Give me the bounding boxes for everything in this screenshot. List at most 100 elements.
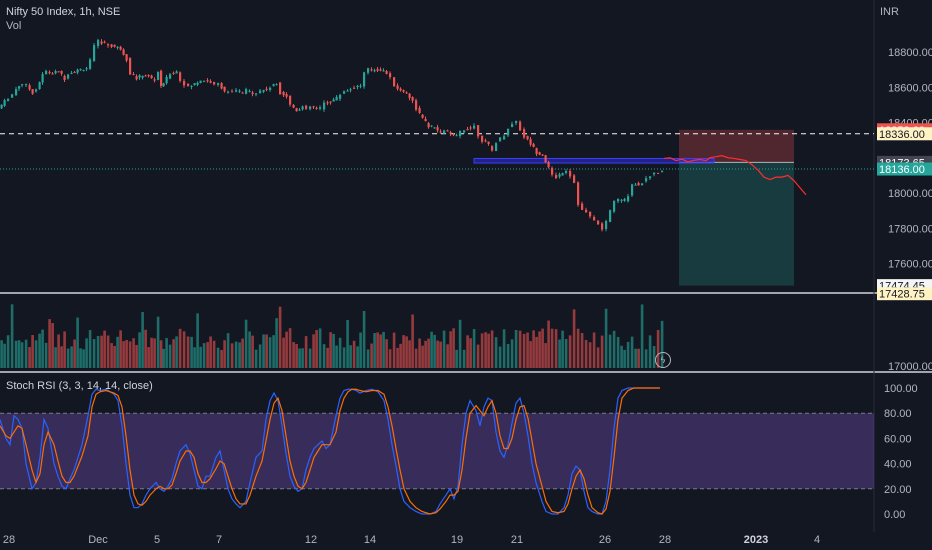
volume-bar — [10, 304, 14, 368]
volume-bar — [6, 335, 10, 368]
candle-body — [245, 89, 248, 94]
volume-bar — [159, 340, 163, 368]
candle-body — [379, 69, 382, 71]
candle-body — [439, 131, 442, 133]
volume-bar — [346, 319, 349, 368]
candle-body — [353, 87, 356, 89]
volume-bar — [308, 348, 312, 368]
volume-bar — [150, 337, 153, 368]
time-axis-tick: 21 — [511, 534, 523, 546]
price-axis[interactable]: 18800.0018600.0018400.0018000.0017800.00… — [877, 47, 932, 521]
volume-bar — [220, 349, 223, 368]
indicator-legend[interactable]: Stoch RSI (3, 3, 14, 14, close) — [6, 380, 153, 392]
price-axis-tick: 18800.00 — [888, 47, 932, 59]
volume-bar — [85, 338, 88, 368]
symbol-legend[interactable]: Nifty 50 Index, 1h, NSE — [6, 6, 121, 18]
volume-legend[interactable]: Vol — [6, 20, 22, 32]
candle-body — [3, 100, 6, 106]
volume-bar — [57, 334, 60, 368]
volume-bar — [190, 336, 193, 368]
volume-bar — [244, 319, 248, 368]
candle-body — [41, 74, 44, 83]
candle-body — [116, 46, 119, 48]
candle-body — [399, 88, 402, 91]
candle-body — [605, 221, 608, 229]
volume-bar — [396, 347, 399, 368]
price-pane[interactable] — [0, 0, 932, 532]
volume-bar — [490, 330, 494, 368]
volume-bar — [418, 338, 421, 368]
candle-body — [0, 104, 3, 109]
candle-body — [262, 89, 265, 92]
candle-body — [551, 168, 554, 175]
volume-bar — [135, 344, 138, 368]
candle-body — [73, 71, 76, 73]
candle-body — [70, 72, 73, 74]
volume-bar — [153, 338, 156, 368]
price-label-text: 18136.00 — [879, 164, 925, 176]
candle-body — [187, 83, 190, 86]
volume-bar — [623, 349, 626, 368]
lightning-icon[interactable]: ϟ — [655, 352, 671, 368]
volume-bar — [332, 333, 335, 368]
candle-body — [597, 220, 600, 225]
candle-body — [459, 130, 462, 136]
candle-body — [565, 171, 568, 173]
candle-body — [122, 49, 125, 55]
volume-bar — [462, 349, 466, 368]
candle-body — [292, 104, 295, 108]
supply-zone-box — [473, 157, 715, 164]
volume-bar — [547, 320, 550, 368]
candle-body — [661, 171, 664, 173]
volume-bar — [113, 345, 116, 368]
volume-bar — [644, 349, 648, 368]
candle-body — [100, 41, 103, 44]
stoch-k-line — [0, 387, 660, 515]
price-label-text: 17428.75 — [879, 289, 925, 301]
volume-bar — [301, 348, 304, 368]
candle-body — [359, 85, 362, 87]
volume-bar — [103, 330, 106, 368]
candle-body — [323, 102, 326, 110]
forecast-projection-line — [663, 155, 807, 196]
candle-body — [309, 106, 312, 110]
volume-bar — [472, 329, 476, 368]
candle-body — [455, 135, 458, 137]
volume-bar — [315, 330, 318, 368]
candle-body — [157, 71, 160, 80]
candle-body — [135, 76, 138, 80]
volume-bar — [568, 335, 572, 368]
candle-body — [620, 199, 623, 201]
volume-bar — [616, 336, 620, 368]
candle-body — [93, 45, 96, 61]
candle-body — [526, 135, 529, 140]
volume-bar — [421, 345, 424, 368]
volume-bar — [446, 344, 449, 368]
volume-bar — [502, 329, 506, 368]
candle-body — [54, 71, 57, 74]
candle-body — [82, 70, 85, 72]
volume-bar — [44, 342, 48, 368]
candle-body — [446, 130, 449, 132]
stoch-rsi-pane[interactable] — [0, 387, 874, 515]
candle-body — [623, 198, 626, 201]
volume-bar — [48, 319, 51, 368]
volume-bar — [119, 330, 122, 368]
candle-body — [238, 90, 241, 92]
time-axis[interactable]: 28 Dec 5 7 12 14 19 21 26 28 2023 4 — [3, 534, 820, 546]
volume-bar — [637, 348, 640, 368]
candle-body — [405, 92, 408, 94]
volume-bar — [230, 343, 234, 368]
volume-bar — [329, 332, 332, 368]
candle-body — [272, 84, 275, 87]
time-axis-tick: 5 — [154, 534, 160, 546]
candle-body — [175, 71, 178, 74]
price-label-text: 18336.00 — [879, 129, 925, 141]
candle-body — [248, 90, 251, 92]
volume-bar — [186, 336, 190, 368]
volume-bar — [175, 336, 178, 368]
candle-body — [487, 141, 490, 144]
volume-bar — [165, 338, 168, 368]
candle-body — [326, 102, 329, 104]
